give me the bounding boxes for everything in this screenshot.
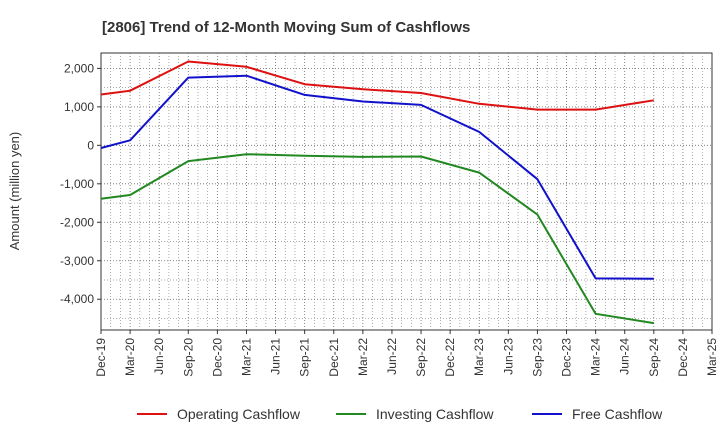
legend-label-operating-cashflow: Operating Cashflow (177, 406, 301, 422)
x-tick-label: Sep-24 (647, 338, 661, 377)
y-tick-label: 2,000 (64, 61, 94, 75)
x-tick-label: Mar-22 (356, 338, 370, 376)
x-tick-label: Sep-20 (181, 338, 195, 377)
y-tick-label: -1,000 (60, 177, 94, 191)
x-tick-label: Mar-21 (239, 338, 253, 376)
y-tick-label: -2,000 (60, 215, 94, 229)
x-tick-label: Dec-22 (443, 338, 457, 377)
x-tick-label: Mar-20 (123, 338, 137, 376)
x-tick-label: Dec-23 (560, 338, 574, 377)
x-tick-label: Jun-22 (385, 338, 399, 375)
x-tick-label: Sep-23 (530, 338, 544, 377)
x-tick-label: Jun-24 (618, 338, 632, 375)
legend-label-free-cashflow: Free Cashflow (572, 406, 663, 422)
x-tick-label: Sep-22 (414, 338, 428, 377)
x-tick-label: Dec-20 (210, 338, 224, 377)
series-line-operating-cashflow (100, 60, 654, 111)
x-tick-label: Mar-24 (589, 338, 603, 376)
x-axis: Dec-19 Mar-20 Jun-20 Sep-20 Dec-20 Mar-21 Jun-… (94, 330, 719, 377)
x-tick-label: Jun-21 (269, 338, 283, 375)
x-tick-label: Sep-21 (298, 338, 312, 377)
y-tick-label: 0 (87, 138, 94, 152)
series-line-investing-cashflow (100, 153, 654, 325)
x-tick-label: Dec-24 (676, 338, 690, 377)
x-tick-label: Jun-20 (152, 338, 166, 375)
x-tick-label: Dec-19 (94, 338, 108, 377)
y-tick-label: -4,000 (60, 292, 94, 306)
x-tick-label: Mar-25 (705, 338, 719, 376)
y-axis: 2,000 1,000 0 -1,000 -2,000 -3,000 -4,000 (60, 61, 101, 306)
y-tick-label: 1,000 (64, 100, 94, 114)
legend: Operating Cashflow Investing Cashflow Free… (137, 406, 663, 422)
x-tick-label: Mar-23 (472, 338, 486, 376)
series-layer (100, 60, 654, 325)
plot-area (100, 52, 713, 331)
x-tick-label: Jun-23 (501, 338, 515, 375)
legend-label-investing-cashflow: Investing Cashflow (376, 406, 494, 422)
chart-title: [2806] Trend of 12-Month Moving Sum of C… (102, 19, 470, 36)
y-axis-label: Amount (million yen) (7, 132, 22, 251)
plot-frame (100, 52, 713, 331)
y-tick-label: -3,000 (60, 254, 94, 268)
x-tick-label: Dec-21 (327, 338, 341, 377)
series-line-free-cashflow (100, 74, 654, 280)
